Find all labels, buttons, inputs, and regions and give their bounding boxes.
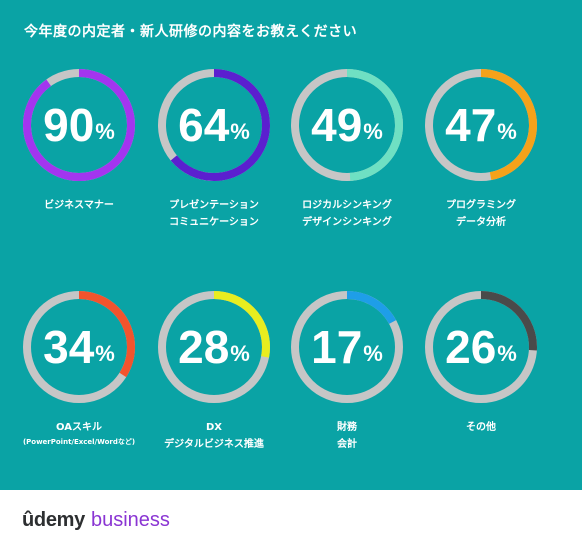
donut-value: 34% — [19, 287, 139, 407]
donut-value-unit: % — [95, 119, 115, 144]
donut-ring — [291, 69, 403, 181]
donut-item: 26% その他 — [421, 287, 541, 433]
donut-item: 34% OAスキル (PowerPoint/Excel/Wordなど) — [19, 287, 139, 446]
donut-arc — [291, 291, 403, 403]
donut-item: 64% プレゼンテーション コミュニケーション — [154, 65, 274, 228]
donut-value-number: 49 — [311, 99, 363, 151]
chart-title: 今年度の内定者・新人研修の内容をお教えください — [24, 24, 358, 40]
donut-label-line: データ分析 — [456, 217, 506, 228]
donut-value-unit: % — [497, 119, 517, 144]
donut-item: 49% ロジカルシンキング デザインシンキング — [287, 65, 407, 228]
donut-value: 17% — [287, 287, 407, 407]
donut-arc — [291, 69, 403, 181]
donut-label: プログラミング データ分析 — [401, 197, 561, 231]
donut-value: 47% — [421, 65, 541, 185]
donut-label: DX デジタルビジネス推進 — [134, 419, 294, 453]
footer: ûdemy business — [0, 490, 582, 551]
donut-value-unit: % — [95, 341, 115, 366]
chart-panel: 今年度の内定者・新人研修の内容をお教えください 90% ビジネスマナー 64% プレゼ… — [0, 0, 582, 490]
logo-brand: ûdemy — [22, 509, 85, 531]
donut-label-line: 財務 — [337, 422, 357, 433]
donut-ring — [23, 291, 135, 403]
donut-label-line: 会計 — [337, 439, 357, 450]
donut-ring — [425, 69, 537, 181]
donut-label-note: (PowerPoint/Excel/Wordなど) — [22, 438, 136, 446]
udemy-business-logo[interactable]: ûdemy business — [22, 507, 170, 533]
donut-label: OAスキル (PowerPoint/Excel/Wordなど) — [0, 419, 159, 448]
donut-label-line: デジタルビジネス推進 — [164, 439, 264, 450]
donut-value-unit: % — [363, 119, 383, 144]
donut-label-line: ロジカルシンキング — [302, 200, 392, 211]
donut-value-number: 47 — [445, 99, 497, 151]
donut-value: 64% — [154, 65, 274, 185]
donut-ring — [158, 291, 270, 403]
donut-value-unit: % — [230, 341, 250, 366]
donut-label: 財務 会計 — [267, 419, 427, 453]
donut-item: 90% ビジネスマナー — [19, 65, 139, 211]
donut-label: ビジネスマナー — [0, 197, 159, 214]
donut-label-line: ビジネスマナー — [44, 200, 114, 211]
donut-label: ロジカルシンキング デザインシンキング — [267, 197, 427, 231]
donut-arc — [425, 69, 537, 181]
donut-item: 28% DX デジタルビジネス推進 — [154, 287, 274, 450]
donut-value: 90% — [19, 65, 139, 185]
donut-value-number: 64 — [178, 99, 230, 151]
donut-value-number: 17 — [311, 321, 363, 373]
donut-ring — [425, 291, 537, 403]
donut-label: その他 — [401, 419, 561, 436]
donut-label: プレゼンテーション コミュニケーション — [134, 197, 294, 231]
donut-arc — [23, 69, 135, 181]
donut-ring — [23, 69, 135, 181]
donut-value-unit: % — [363, 341, 383, 366]
donut-label-line: デザインシンキング — [302, 217, 392, 228]
donut-label-line: OAスキル — [56, 422, 102, 433]
donut-label-line: コミュニケーション — [169, 217, 259, 228]
donut-arc — [158, 69, 270, 181]
donut-label-line: プレゼンテーション — [169, 200, 259, 211]
donut-value: 49% — [287, 65, 407, 185]
donut-value-number: 90 — [43, 99, 95, 151]
donut-ring — [291, 291, 403, 403]
donut-arc — [158, 291, 270, 403]
donut-arc — [425, 291, 537, 403]
donut-value: 26% — [421, 287, 541, 407]
donut-value: 28% — [154, 287, 274, 407]
donut-arc — [23, 291, 135, 403]
donut-item: 47% プログラミング データ分析 — [421, 65, 541, 228]
donut-value-number: 26 — [445, 321, 497, 373]
donut-value-number: 34 — [43, 321, 95, 373]
donut-value-unit: % — [497, 341, 517, 366]
donut-ring — [158, 69, 270, 181]
logo-sub: business — [90, 509, 170, 531]
donut-item: 17% 財務会計 — [287, 287, 407, 450]
donut-label-line: その他 — [466, 422, 496, 433]
donut-label-line: DX — [205, 422, 222, 433]
donut-label-line: プログラミング — [446, 200, 516, 211]
donut-value-number: 28 — [178, 321, 230, 373]
donut-value-unit: % — [230, 119, 250, 144]
